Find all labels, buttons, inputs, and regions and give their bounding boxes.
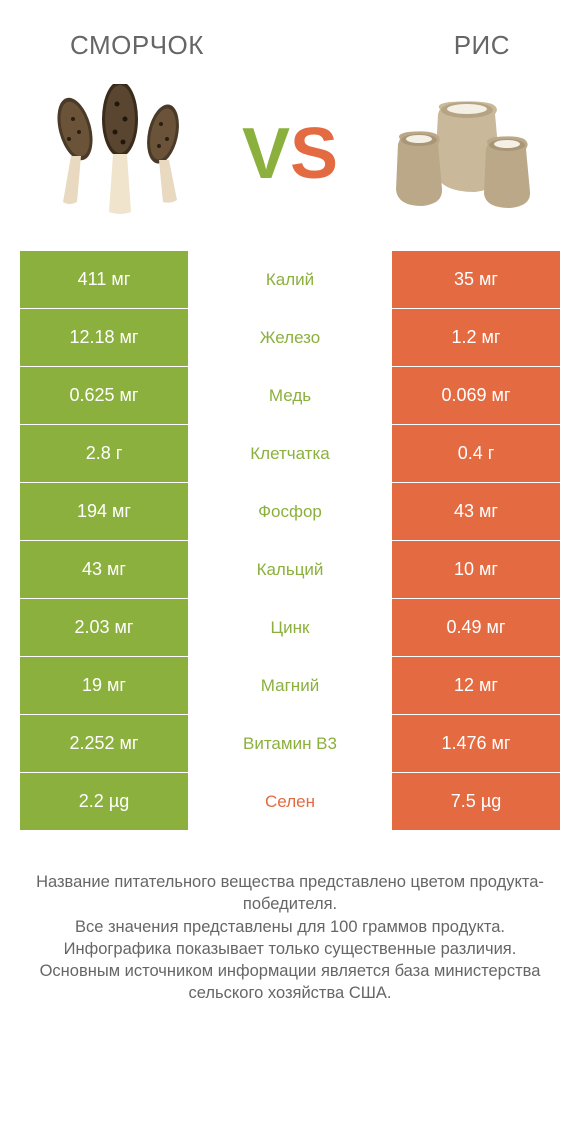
rice-image [380, 84, 540, 224]
table-row: 12.18 мгЖелезо1.2 мг [20, 309, 560, 367]
table-row: 2.8 гКлетчатка0.4 г [20, 425, 560, 483]
right-value: 0.49 мг [392, 599, 560, 657]
right-value: 0.4 г [392, 425, 560, 483]
right-value: 1.2 мг [392, 309, 560, 367]
left-value: 2.252 мг [20, 715, 188, 773]
left-value: 411 мг [20, 251, 188, 309]
morel-mushroom-icon [45, 84, 195, 224]
left-value: 2.03 мг [20, 599, 188, 657]
left-value: 2.2 µg [20, 773, 188, 831]
header: Сморчок Рис [0, 0, 580, 71]
right-value: 7.5 µg [392, 773, 560, 831]
left-value: 12.18 мг [20, 309, 188, 367]
footnote-line: Название питательного вещества представл… [20, 871, 560, 916]
table-row: 2.03 мгЦинк0.49 мг [20, 599, 560, 657]
nutrient-name: Цинк [196, 599, 384, 657]
left-value: 0.625 мг [20, 367, 188, 425]
footnote-line: Инфографика показывает только существенн… [20, 938, 560, 960]
left-value: 194 мг [20, 483, 188, 541]
right-value: 1.476 мг [392, 715, 560, 773]
nutrient-name: Калий [196, 251, 384, 309]
right-value: 12 мг [392, 657, 560, 715]
nutrient-name: Железо [196, 309, 384, 367]
nutrient-name: Магний [196, 657, 384, 715]
table-row: 0.625 мгМедь0.069 мг [20, 367, 560, 425]
right-food-title: Рис [454, 30, 510, 61]
morel-image [40, 84, 200, 224]
table-row: 411 мгКалий35 мг [20, 251, 560, 309]
left-food-title: Сморчок [70, 30, 204, 61]
nutrient-name: Кальций [196, 541, 384, 599]
left-value: 43 мг [20, 541, 188, 599]
left-value: 19 мг [20, 657, 188, 715]
vs-v-letter: V [242, 118, 290, 190]
table-row: 19 мгМагний12 мг [20, 657, 560, 715]
footnote-text: Название питательного вещества представл… [0, 831, 580, 1005]
right-value: 35 мг [392, 251, 560, 309]
footnote-line: Все значения представлены для 100 граммо… [20, 916, 560, 938]
nutrient-name: Фосфор [196, 483, 384, 541]
nutrient-name: Витамин B3 [196, 715, 384, 773]
table-row: 2.252 мгВитамин B31.476 мг [20, 715, 560, 773]
vs-s-letter: S [290, 118, 338, 190]
images-row: VS [0, 71, 580, 251]
right-value: 43 мг [392, 483, 560, 541]
right-value: 10 мг [392, 541, 560, 599]
vs-label: VS [242, 118, 338, 190]
nutrient-name: Медь [196, 367, 384, 425]
table-row: 43 мгКальций10 мг [20, 541, 560, 599]
table-row: 2.2 µgСелен7.5 µg [20, 773, 560, 831]
table-row: 194 мгФосфор43 мг [20, 483, 560, 541]
rice-sacks-icon [380, 94, 540, 214]
nutrient-table: 411 мгКалий35 мг12.18 мгЖелезо1.2 мг0.62… [0, 251, 580, 831]
left-value: 2.8 г [20, 425, 188, 483]
right-value: 0.069 мг [392, 367, 560, 425]
nutrient-name: Клетчатка [196, 425, 384, 483]
nutrient-name: Селен [196, 773, 384, 831]
footnote-line: Основным источником информации является … [20, 960, 560, 1005]
